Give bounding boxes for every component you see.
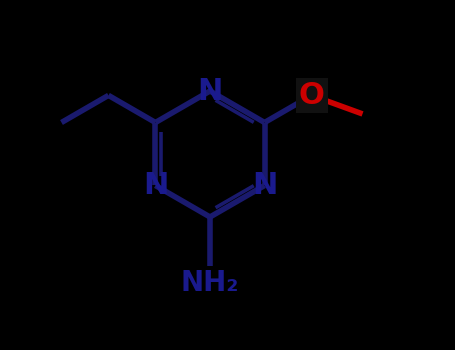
Text: NH₂: NH₂ [181, 269, 239, 297]
Text: N: N [143, 171, 168, 200]
Text: N: N [252, 171, 277, 200]
Text: O: O [298, 81, 324, 110]
Text: N: N [197, 77, 222, 105]
